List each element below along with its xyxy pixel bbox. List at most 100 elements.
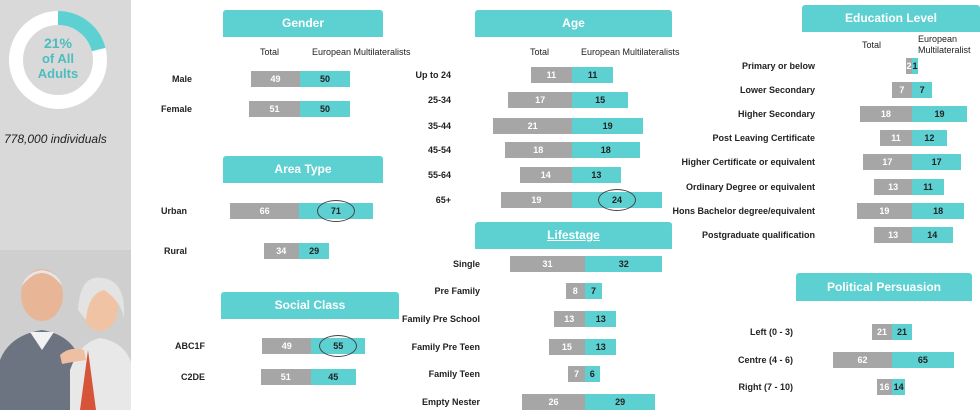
total-bar: 17 [862,154,912,170]
total-bar: 51 [260,369,311,385]
category-label: Post Leaving Certificate [712,133,815,143]
category-label: Centre (4 - 6) [737,355,793,365]
segment-bar: 13 [585,311,617,327]
segment-bar: 12 [912,130,947,146]
category-label: Family Pre Teen [411,342,480,352]
total-bar: 18 [859,106,912,122]
total-bar: 13 [874,179,912,195]
category-label: 55-64 [427,170,451,180]
total-bar: 2 [906,58,912,74]
category-label: Family Teen [428,369,480,379]
area-type-title: Area Type [223,156,383,183]
total-bar: 62 [833,352,892,368]
education-segment-header-2: Multilateralist [918,45,971,55]
segment-bar: 18 [912,203,965,219]
segment-bar: 55 [311,338,366,354]
education-total-header: Total [862,40,882,50]
segment-bar: 1 [912,58,918,74]
segment-bar: 19 [912,106,968,122]
total-bar: 18 [504,142,572,158]
total-bar: 8 [565,283,585,299]
segment-bar: 32 [585,256,663,272]
category-label: 25-34 [427,95,451,105]
total-bar: 15 [548,339,585,355]
segment-bar: 50 [300,101,350,117]
total-bar: 13 [553,311,585,327]
category-label: Postgraduate qualification [701,230,815,240]
segment-bar: 15 [572,92,629,108]
category-label: Lower Secondary [739,85,815,95]
individuals-count: 778,000 individuals [4,132,107,146]
category-label: C2DE [180,372,205,382]
donut-label: 21% of All Adults [8,36,108,82]
total-bar: 51 [249,101,300,117]
segment-bar: 14 [912,227,953,243]
total-bar: 31 [509,256,585,272]
age-total-header: Total [530,47,550,57]
education-title: Education Level [802,5,980,32]
category-label: Higher Secondary [737,109,815,119]
total-bar: 34 [263,243,299,259]
category-label: Female [160,104,192,114]
category-label: Male [171,74,192,84]
total-bar: 7 [568,366,585,382]
segment-bar: 29 [585,394,656,410]
category-label: Rural [163,246,187,256]
education-segment-header-1: European [918,34,958,44]
total-bar: 17 [508,92,572,108]
category-label: 45-54 [427,145,451,155]
category-label: Hons Bachelor degree/equivalent [672,206,815,216]
segment-bar: 6 [585,366,600,382]
segment-bar: 17 [912,154,962,170]
couple-photo [0,250,131,410]
total-bar: 49 [251,71,300,87]
share-donut-segment [57,11,106,52]
total-bar: 7 [891,82,912,98]
total-bar: 16 [876,379,892,395]
segment-bar: 14 [892,379,906,395]
segment-bar: 7 [585,283,602,299]
gender-title: Gender [223,10,383,37]
segment-bar: 24 [572,192,662,208]
segment-bar: 21 [892,324,912,340]
total-bar: 49 [262,338,311,354]
category-label: Empty Nester [421,397,480,407]
segment-bar: 11 [572,67,614,83]
category-label: Ordinary Degree or equivalent [685,182,815,192]
total-bar: 21 [872,324,892,340]
category-label: Left (0 - 3) [749,327,793,337]
age-segment-header: European Multilateralists [581,47,680,57]
category-label: Family Pre School [401,314,480,324]
segment-bar: 18 [572,142,640,158]
segment-bar: 13 [585,339,617,355]
category-label: Urban [160,206,187,216]
total-bar: 19 [856,203,912,219]
category-label: Single [452,259,480,269]
category-label: ABC1F [174,341,205,351]
total-bar: 11 [530,67,572,83]
total-bar: 66 [230,203,299,219]
total-bar: 14 [519,167,572,183]
segment-bar: 7 [912,82,933,98]
adults-label: Adults [37,66,79,81]
segment-bar: 71 [299,203,373,219]
total-bar: 21 [493,118,572,134]
segment-bar: 50 [300,71,350,87]
category-label: Up to 24 [415,70,451,80]
segment-bar: 45 [311,369,356,385]
total-bar: 13 [874,227,912,243]
segment-bar: 13 [572,167,621,183]
summary-panel: 21% of All Adults 778,000 individuals [0,0,131,410]
gender-segment-header: European Multilateralists [312,47,411,57]
age-title: Age [475,10,672,37]
total-bar: 11 [880,130,912,146]
category-label: 35-44 [427,121,451,131]
gender-total-header: Total [260,47,280,57]
lifestage-title: Lifestage [475,222,672,249]
of-label: of All [41,51,74,66]
social-class-title: Social Class [221,292,399,319]
segment-bar: 65 [892,352,954,368]
share-donut [9,11,107,109]
category-label: Right (7 - 10) [738,382,793,392]
political-title: Political Persuasion [796,273,972,301]
